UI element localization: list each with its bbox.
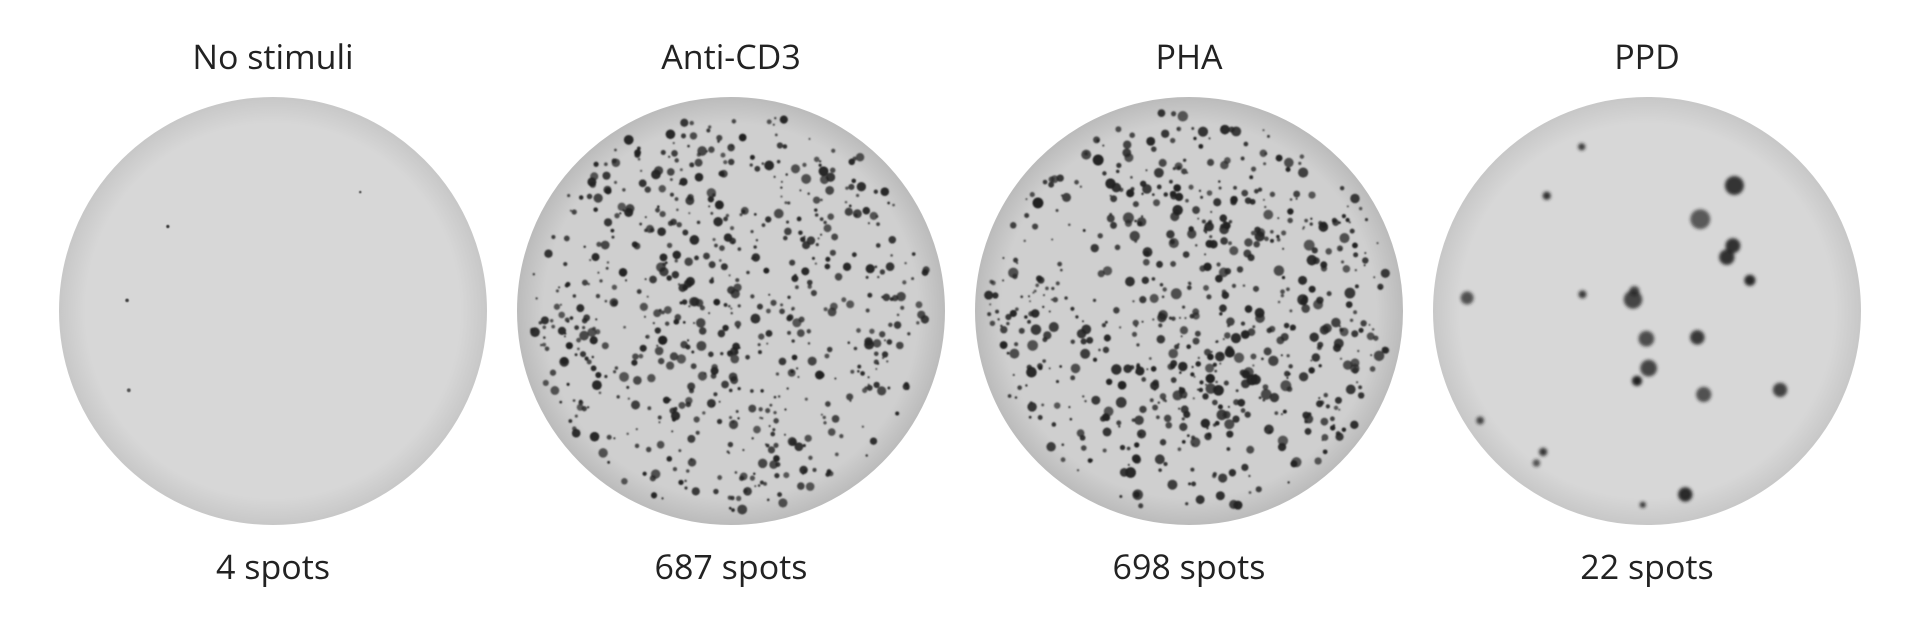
- well-image-anti-cd3: [516, 96, 946, 526]
- well-panel-ppd: PPD 22 spots: [1432, 34, 1862, 588]
- well-title: PPD: [1614, 34, 1680, 78]
- well-panel-anti-cd3: Anti-CD3 687 spots: [516, 34, 946, 588]
- well-panel-pha: PHA 698 spots: [974, 34, 1404, 588]
- well-panel-no-stimuli: No stimuli 4 spots: [58, 34, 488, 588]
- elispot-figure-row: No stimuli 4 spots Anti-CD3 687 spots PH…: [0, 0, 1920, 622]
- well-title: PHA: [1155, 34, 1222, 78]
- well-count: 22 spots: [1580, 544, 1714, 588]
- well-count: 687 spots: [655, 544, 808, 588]
- well-image-ppd: [1432, 96, 1862, 526]
- well-count: 698 spots: [1113, 544, 1266, 588]
- well-image-no-stimuli: [58, 96, 488, 526]
- well-title: No stimuli: [192, 34, 353, 78]
- well-title: Anti-CD3: [661, 34, 801, 78]
- well-image-pha: [974, 96, 1404, 526]
- well-count: 4 spots: [216, 544, 330, 588]
